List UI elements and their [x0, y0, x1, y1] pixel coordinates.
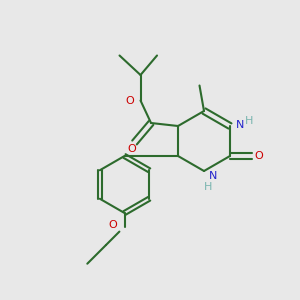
Text: O: O [255, 151, 263, 161]
Text: N: N [236, 119, 244, 130]
Text: O: O [108, 220, 117, 230]
Text: O: O [127, 144, 136, 154]
Text: H: H [244, 116, 253, 126]
Text: N: N [208, 171, 217, 182]
Text: H: H [204, 182, 213, 192]
Text: O: O [125, 95, 134, 106]
